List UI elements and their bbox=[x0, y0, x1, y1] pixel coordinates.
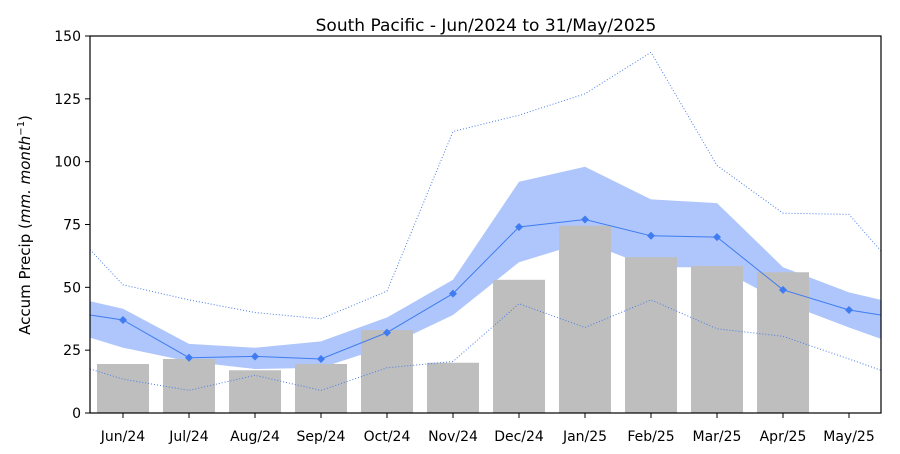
x-tick-label: Apr/25 bbox=[760, 429, 807, 445]
x-tick-label: Nov/24 bbox=[428, 429, 478, 445]
y-axis-label-sup: −1 bbox=[16, 121, 27, 136]
observed-bar bbox=[691, 266, 743, 413]
x-tick-label: Jan/25 bbox=[562, 429, 607, 445]
y-axis-label: Accum Precip (mm. month−1) bbox=[16, 115, 34, 335]
x-tick-label: Oct/24 bbox=[364, 429, 411, 445]
y-tick-label: 100 bbox=[54, 155, 81, 171]
y-tick-label: 150 bbox=[54, 29, 81, 45]
x-tick-label: Mar/25 bbox=[693, 429, 742, 445]
y-axis-label-prefix: Accum Precip ( bbox=[16, 223, 34, 335]
x-tick-label: Dec/24 bbox=[494, 429, 544, 445]
observed-bar bbox=[295, 364, 347, 413]
y-tick-label: 125 bbox=[54, 92, 81, 108]
observed-bar bbox=[361, 330, 413, 413]
x-tick-label: May/25 bbox=[823, 429, 874, 445]
observed-bar bbox=[97, 364, 149, 413]
observed-bar bbox=[229, 370, 281, 413]
observed-bar bbox=[625, 257, 677, 413]
plot-area bbox=[90, 52, 881, 413]
y-tick-label: 25 bbox=[63, 343, 81, 359]
chart-title: South Pacific - Jun/2024 to 31/May/2025 bbox=[316, 16, 657, 36]
x-tick-label: Jul/24 bbox=[168, 429, 209, 445]
y-axis-label-italic: mm. month bbox=[16, 136, 34, 223]
y-axis-label-suffix: ) bbox=[16, 115, 34, 121]
y-tick-label: 50 bbox=[63, 280, 81, 296]
x-tick-label: Sep/24 bbox=[297, 429, 346, 445]
x-tick-label: Jun/24 bbox=[100, 429, 145, 445]
observed-bar bbox=[427, 363, 479, 413]
y-tick-label: 75 bbox=[63, 218, 81, 234]
x-tick-label: Feb/25 bbox=[627, 429, 674, 445]
observed-bar bbox=[493, 280, 545, 413]
observed-bar bbox=[559, 226, 611, 413]
y-tick-label: 0 bbox=[72, 406, 81, 422]
x-tick-label: Aug/24 bbox=[230, 429, 280, 445]
